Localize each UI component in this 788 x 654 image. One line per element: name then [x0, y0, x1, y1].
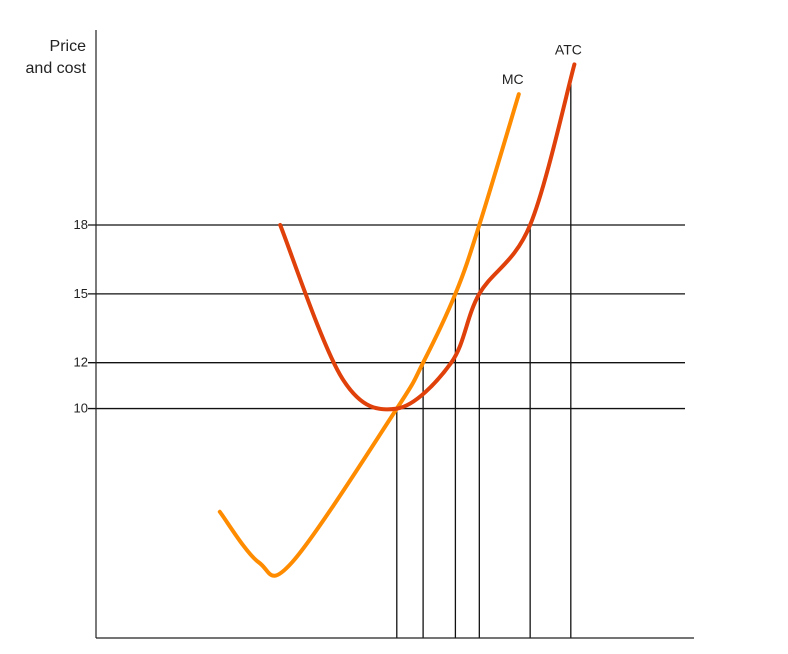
series [217, 62, 577, 578]
quantity-markers [396, 77, 572, 638]
y-tick-label-18: 18 [74, 217, 88, 232]
y-axis-label-line1: Price [49, 38, 86, 55]
axes [95, 30, 694, 639]
series-label-mc: MC [502, 71, 524, 87]
gridlines [88, 224, 685, 410]
y-tick-label-12: 12 [74, 355, 88, 370]
y-axis-label-line2: and cost [25, 60, 86, 77]
y-axis-label: Price and cost [4, 36, 86, 80]
series-labels: MC ATC [502, 41, 582, 87]
series-line-mc [217, 92, 521, 578]
y-tick-label-15: 15 [74, 286, 88, 301]
series-label-atc: ATC [555, 41, 582, 57]
y-tick-label-10: 10 [74, 401, 88, 416]
series-line-atc [278, 62, 577, 412]
y-tick-labels: 18 15 12 10 [74, 217, 88, 416]
